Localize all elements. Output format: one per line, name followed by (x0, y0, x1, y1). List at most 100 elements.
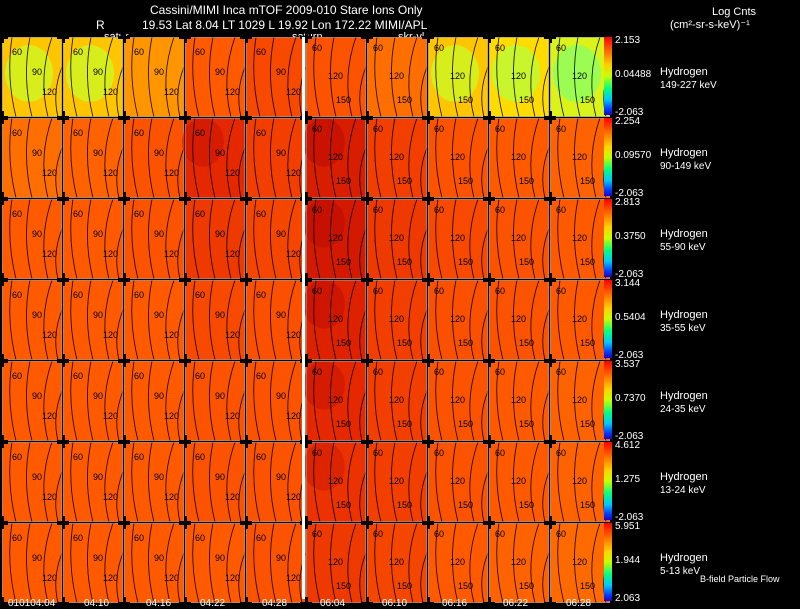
crosshair-marker (118, 355, 130, 367)
contour-line (374, 441, 382, 523)
contour-line (391, 117, 398, 199)
contour-label: 90 (32, 148, 42, 158)
contour-line (131, 198, 139, 280)
species-label: Hydrogen (660, 228, 708, 240)
contour-line (530, 279, 540, 361)
contour-label: 150 (336, 95, 351, 105)
cell-border (2, 361, 62, 441)
crosshair-h (361, 441, 373, 444)
crosshair-marker (361, 193, 373, 205)
crosshair-h (179, 602, 191, 605)
cell-fill (306, 523, 366, 603)
contour-line (87, 117, 94, 199)
cell-border (306, 118, 366, 198)
contour-line (55, 390, 63, 442)
cell-hotspot (5, 45, 53, 102)
contour-line (469, 36, 479, 118)
contour-line (347, 36, 357, 118)
contour-line (420, 228, 428, 280)
contour-label: 150 (458, 581, 473, 591)
heatmap-cell: 60 120 150 (489, 279, 550, 361)
colorbar-tick-label: -2.063 (615, 269, 644, 280)
contour-line (313, 522, 321, 604)
colorbar-tick-label: 2.254 (615, 116, 641, 127)
contour-line (165, 117, 175, 199)
contour-line (435, 36, 443, 118)
cell-fill (246, 361, 306, 441)
info-line: 19.53 Lat 8.04 LT 1029 L 19.92 Lon 172.2… (142, 18, 428, 32)
heatmap-cell: 60 120 150 (489, 198, 550, 280)
contour-label: 60 (73, 47, 83, 57)
contour-line (435, 279, 443, 361)
crosshair-marker (300, 112, 312, 124)
contour-label: 60 (434, 43, 444, 53)
cell-border (306, 523, 366, 603)
crosshair-marker (118, 436, 130, 448)
contour-line (408, 117, 418, 199)
cell-border (124, 523, 184, 603)
crosshair-marker (483, 597, 495, 609)
contour-label: 60 (312, 448, 322, 458)
heatmap-cell: 60 120 150 (550, 198, 611, 280)
crosshair-marker (240, 517, 252, 529)
contour-line (313, 36, 321, 118)
contour-line (481, 66, 489, 118)
heatmap-cell: 60 120 150 (306, 36, 367, 118)
cell-fill (428, 523, 488, 603)
contour-label: 60 (312, 286, 322, 296)
contour-line (481, 390, 489, 442)
crosshair-h (422, 522, 434, 525)
contour-label: 60 (556, 367, 566, 377)
heatmap-cell: 60 120 150 (550, 522, 611, 604)
contour-line (87, 441, 94, 523)
cell-fill (124, 442, 184, 522)
colorbar (604, 37, 612, 115)
heatmap-cell: 60 120 150 (550, 279, 611, 361)
contour-line (70, 522, 78, 604)
contour-label: 120 (164, 573, 179, 583)
cell-border (428, 280, 488, 360)
contour-line (469, 360, 479, 442)
cell-fill (489, 118, 549, 198)
crosshair-h (240, 279, 252, 282)
colorbar-tick-label: 0.7370 (615, 393, 646, 404)
crosshair-h (118, 117, 130, 120)
contour-label: 150 (336, 419, 351, 429)
contour-line (270, 522, 277, 604)
colorbar-tick-label: -2.063 (615, 107, 644, 118)
colorbar-tick-label: -2.063 (615, 431, 644, 442)
contour-line (55, 66, 63, 118)
contour-line (330, 117, 337, 199)
contour-label: 120 (164, 249, 179, 259)
cell-fill (489, 442, 549, 522)
contour-label: 90 (32, 472, 42, 482)
contour-label: 60 (373, 124, 383, 134)
crosshair-h (300, 198, 312, 201)
cell-border (428, 199, 488, 279)
contour-label: 120 (572, 152, 587, 162)
crosshair-h (0, 36, 8, 39)
crosshair-marker (0, 517, 8, 529)
plot-title: Cassini/MIMI Inca mTOF 2009-010 Stare Io… (150, 3, 423, 17)
crosshair-h (0, 602, 8, 605)
crosshair-h (300, 360, 312, 363)
heatmap-cell: 60 120 150 (367, 117, 428, 199)
contour-line (374, 279, 382, 361)
contour-line (192, 279, 200, 361)
contour-line (287, 522, 297, 604)
contour-label: 150 (397, 581, 412, 591)
contour-line (542, 228, 550, 280)
colorbar-tick-label: 0.5404 (615, 312, 646, 323)
contour-label: 60 (195, 290, 205, 300)
crosshair-h (118, 441, 130, 444)
contour-label: 60 (256, 371, 266, 381)
contour-label: 120 (164, 492, 179, 502)
cell-fill (124, 280, 184, 360)
contour-label: 60 (256, 128, 266, 138)
contour-line (347, 117, 357, 199)
contour-line (591, 36, 601, 118)
crosshair-h (118, 36, 130, 39)
